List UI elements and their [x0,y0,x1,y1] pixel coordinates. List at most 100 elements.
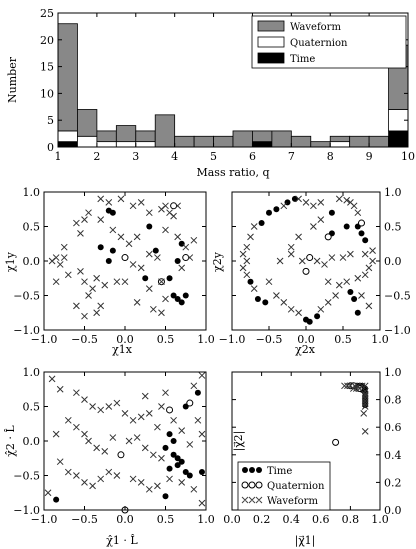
point-time [347,289,354,296]
y-tick-label: −1.0 [384,324,411,337]
point-waveform [182,243,190,251]
point-waveform [347,250,354,258]
point-quaternion [302,267,310,275]
point-quaternion [332,438,340,446]
point-waveform [149,305,157,313]
point-waveform [190,236,198,244]
mag-x-label: |χ⃗1| [295,534,316,548]
bar-quaternion [96,141,117,148]
point-waveform [341,382,348,390]
x-tick-label: −1.0 [31,333,58,346]
x-tick-label: 9 [366,150,373,163]
point-waveform [141,444,149,452]
point-time [105,258,112,264]
y-tick-label: 0.5 [23,401,41,414]
point-waveform [365,264,373,272]
point-waveform [113,472,121,479]
y-tick-label: −0.5 [384,290,411,303]
point-waveform [44,489,52,497]
chi1-x-label: χ1x [112,343,133,356]
y-tick-label: 0.0 [384,255,402,268]
bar-time [57,141,78,148]
histogram-x-label: Mass ratio, q [196,166,269,179]
point-waveform [194,416,202,424]
point-waveform [324,278,332,286]
point-waveform [105,403,113,410]
point-waveform [77,230,84,237]
point-time [186,472,193,479]
y-tick-label: 1.0 [384,366,402,379]
point-waveform [358,292,365,299]
point-waveform [117,195,125,203]
point-waveform [265,278,273,286]
point-waveform [361,394,369,402]
point-waveform [287,243,295,251]
legend-marker-time [242,467,262,473]
point-waveform [133,434,141,441]
bar-waveform [310,141,331,148]
point-quaternion [117,451,125,459]
point-waveform [332,292,339,299]
point-time [354,309,361,316]
histogram-y-label: Number [6,56,19,103]
point-waveform [133,299,141,306]
point-time [162,444,169,451]
point-waveform [121,410,129,417]
point-time [194,389,201,396]
point-waveform [64,468,72,476]
legend-label-time: Time [290,54,315,65]
bar-waveform [213,135,234,148]
y-tick-label: 25 [40,7,54,20]
point-time [314,313,321,320]
point-waveform [335,281,343,289]
point-time [166,431,173,438]
point-time [198,469,205,476]
legend-marker-quaternion [241,481,263,489]
point-time [266,209,272,216]
point-waveform [81,312,88,320]
point-time [182,292,189,299]
point-waveform [298,257,306,265]
point-waveform [198,499,206,507]
point-waveform [317,305,325,313]
legend-swatch-quaternion [257,36,285,48]
point-time [178,299,185,306]
point-waveform [113,278,121,286]
point-waveform [158,403,165,410]
bar-quaternion [135,141,156,148]
point-time [362,237,369,244]
point-waveform [190,382,198,390]
point-waveform [129,416,137,424]
bar-time [252,141,273,148]
point-time [306,318,313,325]
magnitude-legend: Time Quaternion Waveform [237,461,331,511]
point-waveform [145,285,153,292]
y-tick-label: 0.5 [23,221,41,234]
point-waveform [85,292,92,299]
x-tick-label: −1.0 [31,513,58,526]
point-time [178,458,185,465]
bar-waveform [77,109,98,137]
point-waveform [56,261,64,268]
x-tick-label: 0.8 [342,513,360,526]
point-waveform [145,250,153,258]
point-waveform [48,375,56,383]
point-time [174,462,181,469]
point-waveform [343,196,351,204]
chi1-xy-scatter: −1.0 −0.5 0.0 0.5 1.0 −1.0 −0.5 0.0 0.5 1.0 [13,186,214,346]
point-time [174,295,181,302]
point-waveform [137,479,145,486]
x-tick-label: 2 [93,150,100,163]
x-tick-label: 0.4 [282,513,300,526]
point-time [351,295,358,302]
point-quaternion [121,254,129,262]
point-waveform [48,257,56,265]
point-waveform [145,209,153,217]
x-tick-label: 0.5 [157,513,175,526]
point-waveform [310,202,317,210]
point-waveform [243,271,251,279]
point-waveform [321,261,328,268]
point-waveform [89,285,96,292]
x-tick-label: 0.0 [116,513,134,526]
